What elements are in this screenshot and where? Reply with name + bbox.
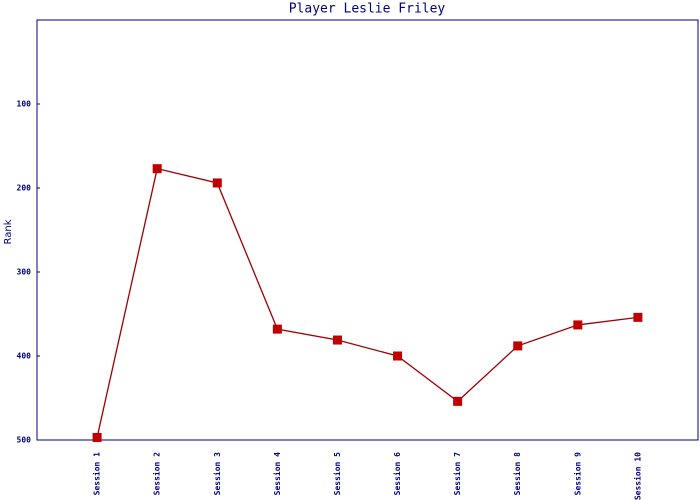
y-axis-label: Rank — [3, 219, 14, 244]
x-tick-label: Session 5 — [332, 452, 342, 496]
marker — [332, 335, 342, 345]
marker — [92, 432, 102, 442]
y-tick-label: 400 — [17, 352, 32, 361]
x-tick-label: Session 6 — [392, 452, 402, 496]
marker — [573, 320, 583, 330]
marker — [212, 178, 222, 188]
marker — [633, 312, 643, 322]
x-tick-label: Session 7 — [452, 452, 462, 496]
marker — [272, 324, 282, 334]
x-tick-label: Session 2 — [152, 452, 162, 496]
marker — [453, 396, 463, 406]
chart-title: Player Leslie Friley — [289, 2, 446, 17]
marker — [393, 351, 403, 361]
y-tick-label: 100 — [17, 100, 32, 109]
x-tick-label: Session 3 — [212, 452, 222, 496]
y-tick-label: 200 — [17, 184, 32, 193]
plot-frame — [36, 19, 699, 441]
marker — [513, 341, 523, 351]
x-tick-label: Session 4 — [272, 452, 282, 496]
x-tick-label: Session 9 — [572, 452, 582, 496]
x-tick-label: Session 8 — [512, 452, 522, 496]
y-tick-label: 300 — [17, 268, 32, 277]
y-tick-label: 500 — [17, 436, 32, 445]
x-tick-label: Session 1 — [92, 452, 102, 496]
marker — [152, 164, 162, 174]
x-tick-label: Session 10 — [632, 452, 642, 500]
line — [96, 167, 638, 438]
